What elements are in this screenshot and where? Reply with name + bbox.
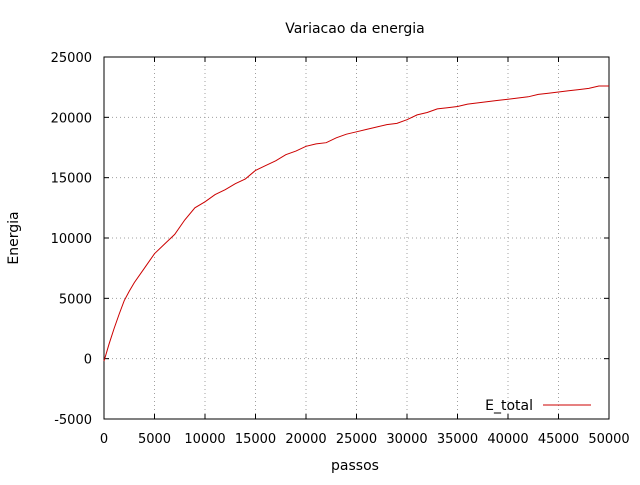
x-tick-label: 5000 [138, 432, 171, 447]
x-axis-label: passos [331, 458, 379, 474]
y-tick-label: -5000 [54, 413, 92, 428]
y-tick-label: 5000 [59, 292, 92, 307]
series-line-e-total [103, 85, 609, 362]
chart-title: Variacao da energia [285, 21, 424, 37]
grid-lines [104, 57, 609, 419]
x-tick-label: 20000 [285, 432, 326, 447]
x-tick-label: 25000 [336, 432, 377, 447]
x-tick-label: 40000 [487, 432, 528, 447]
x-tick-label: 45000 [538, 432, 579, 447]
y-tick-label: 15000 [51, 172, 92, 187]
y-axis-label: Energia [6, 211, 22, 264]
x-tick-label: 35000 [437, 432, 478, 447]
x-tick-label: 10000 [184, 432, 225, 447]
y-tick-label: 0 [84, 353, 92, 368]
y-tick-label: 10000 [51, 232, 92, 247]
x-tick-label: 15000 [235, 432, 276, 447]
series-lines [103, 85, 609, 362]
y-tick-label: 25000 [51, 51, 92, 66]
legend: E_total [485, 398, 591, 414]
x-tick-label: 50000 [588, 432, 629, 447]
x-tick-label: 30000 [386, 432, 427, 447]
axis-ticks: 0 5000 10000 15000 20000 25000 30000 35000 40000… [51, 51, 630, 447]
x-tick-label: 0 [100, 432, 108, 447]
legend-label-e-total: E_total [485, 398, 533, 414]
y-tick-label: 20000 [51, 111, 92, 126]
